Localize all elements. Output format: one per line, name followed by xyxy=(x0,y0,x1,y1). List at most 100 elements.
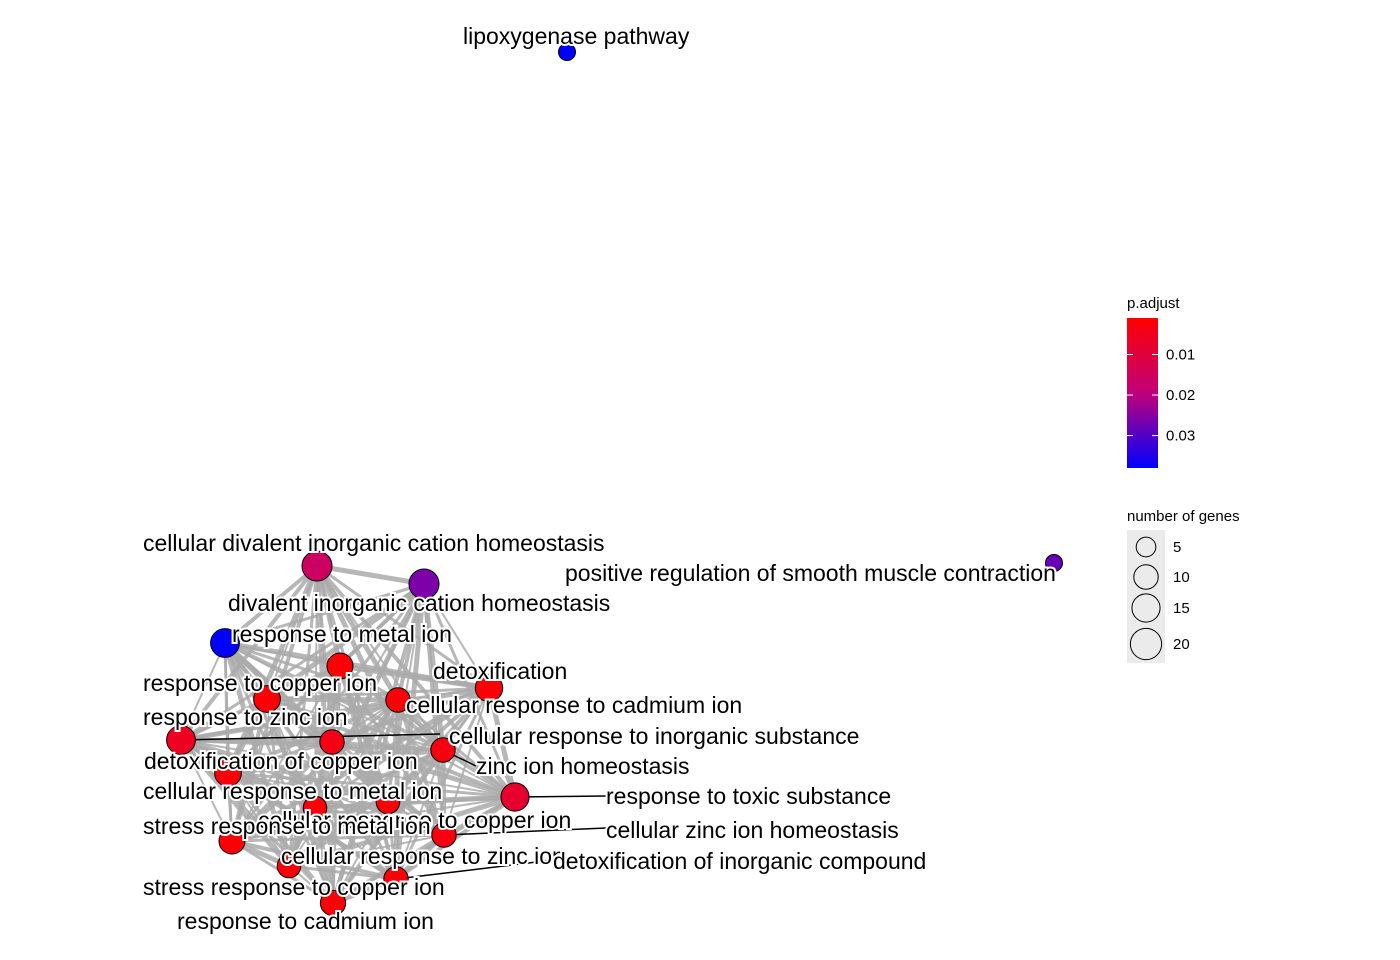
node-label: divalent inorganic cation homeostasis xyxy=(228,590,610,616)
size-legend-keys: 5 10 15 20 xyxy=(1129,536,1190,661)
node-label: positive regulation of smooth muscle con… xyxy=(565,560,1056,586)
color-legend-ticks: 0.01 0.02 0.03 xyxy=(1127,346,1195,445)
network-edge xyxy=(422,583,446,836)
network-edge xyxy=(223,564,319,645)
network-edge xyxy=(180,582,425,742)
network-edge xyxy=(180,737,389,805)
node-label: response to cadmium ion xyxy=(177,908,434,934)
network-edge xyxy=(231,839,397,881)
node-label: response to zinc ion xyxy=(143,704,348,730)
network-edge xyxy=(180,739,516,798)
node-label: lipoxygenase pathway xyxy=(463,23,690,49)
network-edge xyxy=(224,642,341,667)
network-edge xyxy=(288,864,397,881)
size-legend-circle xyxy=(1129,627,1163,661)
node-label: cellular response to cadmium ion xyxy=(406,692,742,718)
network-edge xyxy=(231,665,341,842)
network-edge xyxy=(313,698,400,810)
network-edge xyxy=(224,642,516,798)
node-label: cellular response to zinc ion xyxy=(281,843,565,869)
size-legend-key-background xyxy=(1127,530,1165,663)
network-edge xyxy=(224,582,425,645)
network-node xyxy=(276,853,302,879)
network-edge xyxy=(331,699,400,904)
color-legend-tick-label: 0.02 xyxy=(1166,387,1195,404)
network-node xyxy=(431,822,457,848)
label-leader-line xyxy=(514,795,607,798)
network-node xyxy=(302,795,328,821)
node-label: cellular response to metal ion xyxy=(143,778,442,804)
network-edge xyxy=(227,741,333,774)
size-legend-circle xyxy=(1131,593,1161,623)
node-label: zinc ion homeostasis xyxy=(476,753,690,779)
node-label: detoxification of copper ion xyxy=(144,748,418,774)
network-edge xyxy=(180,739,233,842)
network-node xyxy=(253,685,281,713)
network-edge xyxy=(330,748,446,905)
size-legend-label: 10 xyxy=(1173,569,1190,586)
network-edge xyxy=(330,740,390,804)
network-node xyxy=(474,673,504,703)
size-legend-title: number of genes xyxy=(1127,508,1240,525)
network-node xyxy=(166,725,196,755)
network-edge xyxy=(287,800,390,868)
network-edge xyxy=(179,738,335,905)
network-edge xyxy=(314,807,397,880)
network-edge xyxy=(331,665,342,904)
network-edge xyxy=(331,699,399,743)
network-node xyxy=(557,42,577,62)
network-edge xyxy=(397,698,516,799)
size-legend-label: 20 xyxy=(1173,636,1190,653)
node-label: detoxification of inorganic compound xyxy=(553,848,926,874)
node-label: cellular response to inorganic substance xyxy=(449,723,859,749)
size-legend-label: 5 xyxy=(1173,539,1181,556)
network-node xyxy=(301,550,333,582)
size-legend: number of genes 5 10 15 20 xyxy=(1127,508,1240,663)
network-edge xyxy=(339,663,490,691)
network-labels: lipoxygenase pathway positive regulation … xyxy=(141,21,1058,936)
size-legend-circle xyxy=(1135,536,1157,558)
network-node xyxy=(319,889,347,917)
node-label: response to metal ion xyxy=(232,621,452,647)
node-label: stress response to copper ion xyxy=(143,874,445,900)
network-edge xyxy=(226,771,335,905)
label-leader-line xyxy=(443,827,607,836)
network-edge xyxy=(180,642,226,741)
network-edge xyxy=(286,665,343,867)
network-node xyxy=(385,687,411,713)
network-edge xyxy=(312,807,336,904)
label-leader-line xyxy=(395,859,554,880)
color-legend-tick-label: 0.03 xyxy=(1166,428,1195,445)
network-node xyxy=(430,737,456,763)
node-label: cellular divalent inorganic cation homeo… xyxy=(143,530,605,556)
network-node xyxy=(214,759,242,787)
network-edge xyxy=(316,563,425,587)
network-edge xyxy=(226,770,398,882)
network-edge xyxy=(393,699,401,880)
network-edges xyxy=(179,563,518,906)
node-label: detoxification xyxy=(433,658,567,684)
network-nodes xyxy=(166,42,1064,917)
network-node xyxy=(383,866,409,892)
node-label: stress response to metal ion xyxy=(143,813,431,839)
size-legend-label: 15 xyxy=(1173,600,1190,617)
network-edge xyxy=(486,687,518,798)
network-node xyxy=(218,827,246,855)
network-node xyxy=(319,729,345,755)
color-legend: p.adjust 0.01 0.02 0.03 xyxy=(1127,295,1195,468)
network-edge xyxy=(338,582,426,668)
network-node xyxy=(210,628,240,658)
color-legend-bar xyxy=(1127,318,1158,468)
network-edge xyxy=(226,664,342,775)
network-node xyxy=(375,789,401,815)
network-node xyxy=(1044,553,1064,573)
network-edge xyxy=(180,698,399,742)
network-node xyxy=(326,652,354,680)
node-label: cellular response to copper ion xyxy=(258,807,571,833)
network-node xyxy=(408,568,440,600)
label-leader-line xyxy=(180,733,441,741)
color-legend-tick-label: 0.01 xyxy=(1166,346,1195,363)
node-label: response to copper ion xyxy=(143,670,377,696)
size-legend-circle xyxy=(1133,564,1159,590)
